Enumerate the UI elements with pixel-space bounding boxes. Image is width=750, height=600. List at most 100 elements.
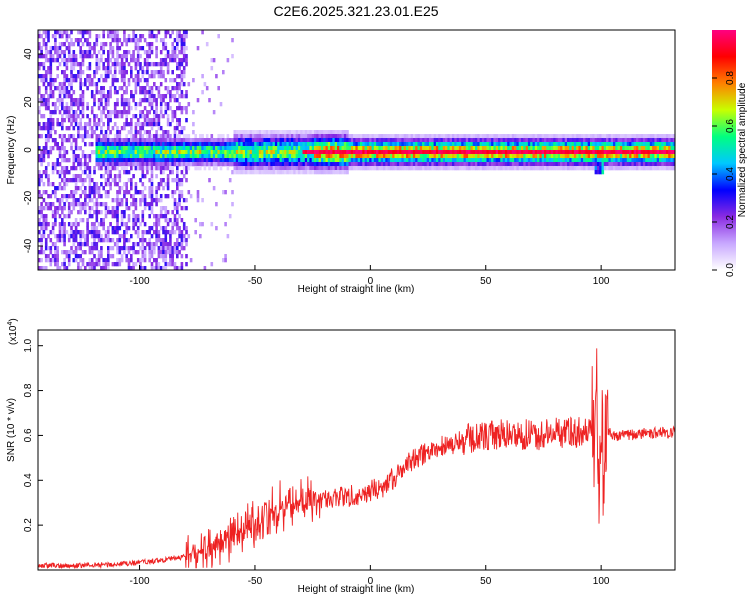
spectrogram-cell (42, 114, 46, 119)
spectrogram-cell (176, 122, 179, 127)
spectrogram-cell (118, 86, 122, 91)
spectrogram-cell (435, 166, 439, 171)
spectrogram-cell (576, 134, 579, 139)
spectrogram-cell (139, 38, 142, 43)
spectrogram-cell (192, 142, 195, 147)
spectrogram-cell (182, 50, 186, 55)
spectrogram-cell (150, 178, 154, 183)
snr-x-tick-label: 50 (480, 576, 492, 587)
spectrogram-cell (42, 234, 46, 239)
spectrogram-cell (573, 154, 577, 159)
spectrogram-cell (157, 94, 161, 99)
spectrogram-cell (504, 134, 508, 139)
spectrogram-cell (521, 138, 524, 143)
spectrogram-cell (173, 54, 177, 59)
spectrogram-cell (116, 110, 119, 115)
spectrogram-cell (472, 134, 476, 139)
spectrogram-cell (555, 142, 559, 147)
spectrogram-cell (134, 46, 138, 51)
spectrogram-cell (118, 158, 122, 163)
spectrogram-cell (109, 246, 112, 251)
spectrogram-cell (136, 190, 140, 195)
spectrogram-cell (143, 266, 147, 270)
spectrogram-cell (100, 146, 103, 151)
spectrogram-cell (49, 74, 53, 79)
spectrogram-cell (475, 138, 478, 143)
spectrogram-cell (295, 146, 299, 151)
spectrogram-cell (182, 226, 186, 231)
spectrogram-cell (123, 138, 126, 143)
spectrogram-cell (148, 186, 151, 191)
spectrogram-cell (481, 150, 485, 155)
spectrogram-cell (530, 158, 533, 163)
spectrogram-cell (182, 94, 186, 99)
spectrogram-cell (74, 158, 78, 163)
spectrogram-cell (157, 118, 161, 123)
spectrogram-cell (385, 166, 388, 171)
spectrogram-cell (173, 58, 177, 63)
spectrogram-cell (495, 158, 499, 163)
spectrogram-cell (58, 54, 62, 59)
spectrogram-cell (346, 134, 349, 139)
spectrogram-cell (433, 166, 437, 171)
spectrogram-cell (445, 142, 448, 147)
spectrogram-cell (61, 222, 64, 227)
spectrogram-cell (118, 66, 122, 71)
spectrogram-cell (176, 238, 179, 243)
spectrogram-cell (498, 146, 501, 151)
spectrogram-cell (67, 58, 71, 63)
spectrogram-cell (564, 154, 568, 159)
spectrogram-cell (61, 106, 64, 111)
spectrogram-cell (113, 58, 117, 63)
spectrogram-cell (125, 238, 128, 243)
spectrogram-cell (125, 42, 128, 47)
spectrogram-cell (185, 54, 188, 59)
spectrogram-cell (380, 138, 384, 143)
spectrogram-cell (567, 138, 570, 143)
spectrogram-cell (72, 174, 76, 179)
spectrogram-cell (613, 166, 616, 171)
spectrogram-cell (484, 162, 487, 167)
spectrogram-cell (456, 154, 460, 159)
spectrogram-cell (141, 150, 145, 155)
spectrogram-cell (84, 162, 87, 167)
spectrogram-cell (422, 162, 425, 167)
spectrogram-cell (162, 254, 165, 259)
spectrogram-cell (603, 150, 607, 155)
spectrogram-cell (143, 78, 147, 83)
spectrogram-cell (247, 130, 250, 135)
spectrogram-cell (304, 154, 308, 159)
spectrogram-cell (596, 142, 600, 147)
spectrogram-cell (139, 90, 142, 95)
spectrogram-cell (111, 126, 115, 131)
spectrogram-cell (486, 158, 490, 163)
spectrogram-cell (116, 34, 119, 39)
spectrogram-cell (90, 230, 94, 235)
spectrogram-cell (150, 146, 154, 151)
spectrogram-cell (104, 134, 108, 139)
spectrogram-cell (40, 258, 43, 263)
spectrogram-cell (553, 134, 556, 139)
spectrogram-cell (90, 134, 94, 139)
spectrogram-cell (120, 110, 124, 115)
spectrogram-cell (212, 162, 216, 167)
spectrogram-cell (353, 150, 356, 155)
spectrogram-cell (576, 146, 579, 151)
spectrogram-cell (56, 122, 59, 127)
spectrogram-cell (93, 266, 96, 270)
spectrogram-cell (72, 166, 76, 171)
spectrogram-cell (491, 138, 494, 143)
spectrogram-cell (636, 162, 639, 167)
spectrogram-cell (587, 154, 591, 159)
spectrogram-cell (196, 150, 200, 155)
spectrogram-cell (56, 98, 59, 103)
spectrogram-cell (72, 90, 76, 95)
spectrogram-cell (107, 126, 110, 131)
spectrogram-cell (454, 134, 457, 139)
spectrogram-cell (141, 134, 145, 139)
spectrogram-cell (157, 266, 161, 270)
spectrogram-cell (132, 142, 135, 147)
spectrogram-cell (123, 234, 126, 239)
spectrogram-cell (93, 74, 96, 79)
spectrogram-cell (647, 162, 651, 167)
